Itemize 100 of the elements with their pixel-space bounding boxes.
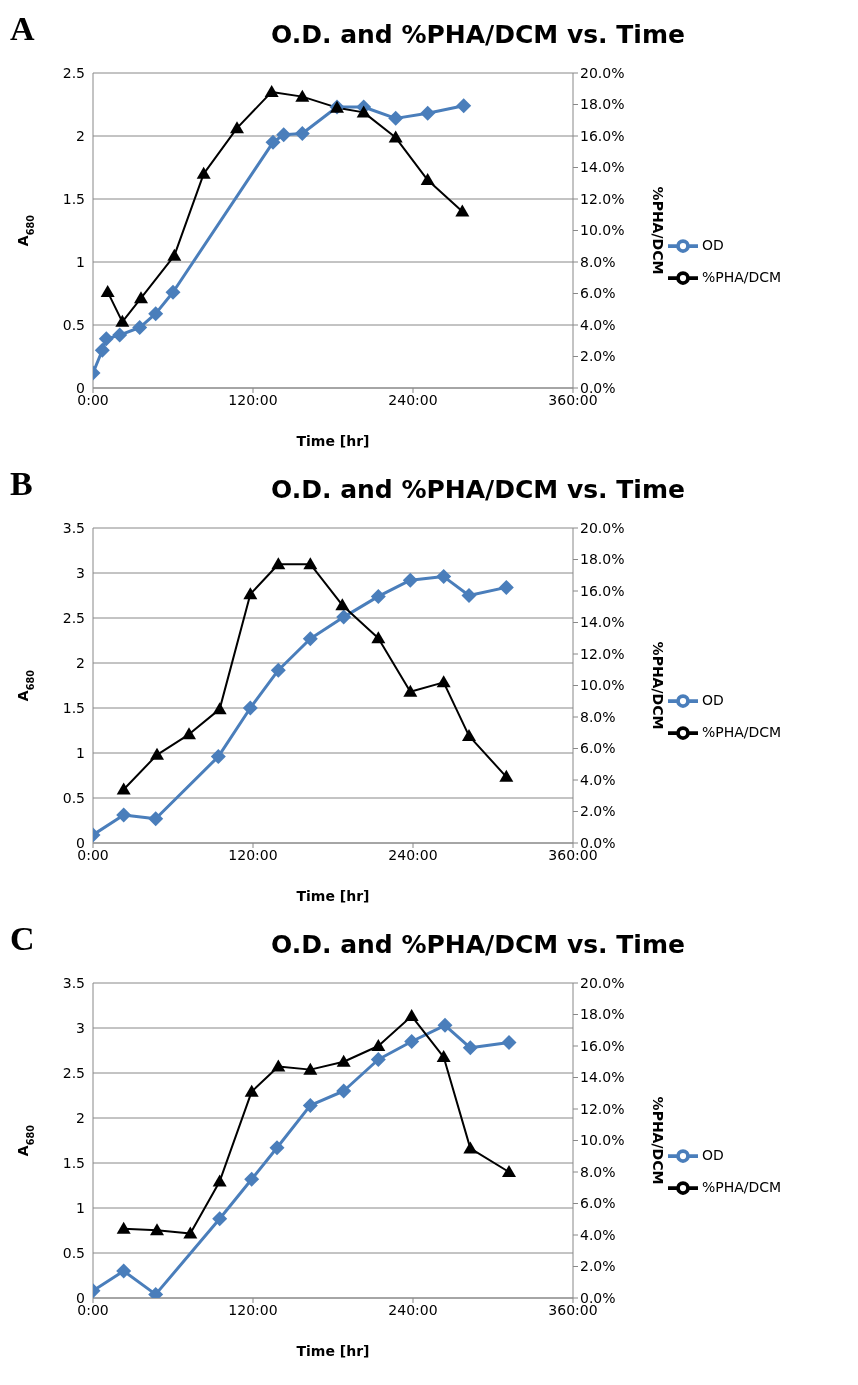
y2-tick-label: 16.0% bbox=[580, 1037, 625, 1054]
point bbox=[116, 1263, 132, 1279]
point bbox=[303, 557, 318, 570]
y-tick-label: 1.5 bbox=[62, 699, 85, 716]
point bbox=[276, 127, 292, 143]
text: C bbox=[10, 920, 35, 958]
y2-tick-label: 12.0% bbox=[580, 645, 625, 662]
chart-title: O.D. and %PHA/DCM vs. Time bbox=[270, 475, 686, 504]
point bbox=[436, 675, 451, 688]
y-tick-label: 3 bbox=[76, 564, 85, 581]
y2-tick-label: 4.0% bbox=[580, 771, 616, 788]
y2-tick-label: 2.0% bbox=[580, 348, 616, 365]
point bbox=[455, 204, 470, 217]
y2-tick-label: 10.0% bbox=[580, 677, 625, 694]
point bbox=[501, 1034, 517, 1050]
y2-tick-label: 18.0% bbox=[580, 1006, 625, 1023]
y2-tick-label: 6.0% bbox=[580, 285, 616, 302]
point bbox=[303, 1062, 318, 1075]
y-tick-label: 2.5 bbox=[62, 609, 85, 626]
point bbox=[148, 306, 164, 322]
point bbox=[132, 320, 148, 336]
point bbox=[242, 700, 258, 716]
y2-tick-label: 8.0% bbox=[580, 253, 616, 270]
point bbox=[295, 89, 310, 102]
point bbox=[336, 609, 352, 625]
point bbox=[463, 1141, 478, 1154]
point bbox=[436, 1050, 451, 1063]
point bbox=[336, 1083, 352, 1099]
point bbox=[115, 314, 130, 327]
y-tick-label: 2 bbox=[76, 654, 85, 671]
point bbox=[498, 579, 514, 595]
point bbox=[112, 327, 128, 343]
point bbox=[230, 121, 244, 134]
y-tick-label: 1.5 bbox=[62, 190, 85, 207]
point bbox=[462, 1040, 478, 1056]
point bbox=[210, 749, 226, 765]
point bbox=[404, 1034, 420, 1049]
x-axis-title: Time [hr] bbox=[296, 433, 370, 449]
legend-label: OD bbox=[702, 691, 724, 708]
x-axis-title: Time [hr] bbox=[296, 1343, 370, 1359]
text: A bbox=[10, 10, 35, 48]
point bbox=[183, 1226, 198, 1239]
point bbox=[150, 1223, 164, 1236]
point bbox=[370, 588, 386, 604]
y-tick-label: 2 bbox=[76, 1109, 85, 1126]
point bbox=[270, 662, 286, 678]
point bbox=[436, 569, 452, 585]
point bbox=[265, 134, 281, 150]
point bbox=[196, 166, 211, 179]
y-tick-label: 0.5 bbox=[62, 789, 85, 806]
point bbox=[116, 807, 132, 823]
point bbox=[388, 130, 403, 143]
y2-axis-title: %PHA/DCM bbox=[650, 1096, 666, 1185]
legend-label: OD bbox=[702, 1146, 724, 1163]
point bbox=[269, 1140, 285, 1156]
y2-tick-label: 12.0% bbox=[580, 190, 625, 207]
y-tick-label: 0 bbox=[76, 379, 85, 396]
point bbox=[371, 631, 386, 644]
point bbox=[371, 1039, 386, 1051]
point bbox=[336, 1054, 351, 1067]
y-tick-label: 3.5 bbox=[62, 519, 85, 536]
y2-tick-label: 14.0% bbox=[580, 159, 625, 176]
point bbox=[94, 342, 110, 358]
y2-tick-label: 10.0% bbox=[580, 222, 625, 239]
point bbox=[302, 1097, 318, 1113]
y2-tick-label: 8.0% bbox=[580, 1163, 616, 1180]
y2-tick-label: 20.0% bbox=[580, 974, 625, 991]
point bbox=[388, 110, 404, 126]
x-tick-label: 120:00 bbox=[228, 391, 278, 408]
y-tick-label: 0.5 bbox=[62, 316, 85, 333]
y-tick-label: 2 bbox=[76, 127, 85, 144]
y-tick-label: 1 bbox=[76, 253, 85, 270]
point bbox=[116, 1221, 131, 1234]
y2-tick-label: 0.0% bbox=[580, 1289, 616, 1306]
y2-tick-label: 6.0% bbox=[580, 740, 616, 757]
y2-tick-label: 6.0% bbox=[580, 1195, 616, 1212]
y2-tick-label: 2.0% bbox=[580, 1258, 616, 1275]
x-tick-label: 120:00 bbox=[228, 846, 278, 863]
point bbox=[150, 747, 164, 760]
point bbox=[335, 598, 350, 611]
y-tick-label: 0 bbox=[76, 1289, 85, 1306]
y-tick-label: 3.5 bbox=[62, 974, 85, 991]
y2-tick-label: 14.0% bbox=[580, 1069, 625, 1086]
y2-tick-label: 20.0% bbox=[580, 519, 625, 536]
x-tick-label: 240:00 bbox=[388, 846, 438, 863]
point bbox=[402, 572, 418, 588]
point bbox=[148, 811, 164, 827]
point bbox=[165, 284, 181, 300]
point bbox=[116, 782, 131, 795]
point bbox=[356, 105, 371, 118]
point bbox=[420, 105, 436, 121]
point bbox=[271, 1059, 286, 1072]
y-tick-label: 0 bbox=[76, 834, 85, 851]
point bbox=[98, 331, 114, 347]
y-tick-label: 3 bbox=[76, 1019, 85, 1036]
x-axis-title: Time [hr] bbox=[296, 888, 370, 904]
y2-tick-label: 18.0% bbox=[580, 96, 625, 113]
legend-label: %PHA/DCM bbox=[702, 1178, 782, 1195]
y2-tick-label: 18.0% bbox=[580, 551, 625, 568]
point bbox=[212, 702, 227, 715]
